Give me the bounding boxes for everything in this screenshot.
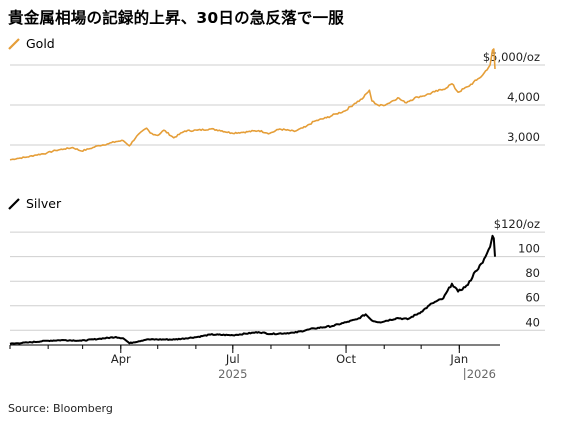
gold-y-tick-label: 3,000 [507,130,540,144]
source-note: Source: Bloomberg [8,402,113,415]
x-tick-label: Jan [449,352,468,366]
gold-series-line [9,48,496,161]
silver-y-tick-label: 60 [525,291,540,305]
gold-panel: 3,000 4,000 $5,000/oz [9,48,545,161]
silver-y-tick-label: $120/oz [494,217,540,231]
x-year-label: 2026 [467,367,496,381]
silver-panel: 40 60 80 100 $120/oz [9,217,545,345]
gold-y-tick-label: 4,000 [507,90,540,104]
x-tick-label: Oct [336,352,356,366]
gold-y-tick-label: $5,000/oz [483,50,540,64]
chart-title: 貴金属相場の記録的上昇、30日の急反落で一服 [8,9,344,27]
x-year-label: 2025 [218,367,247,381]
legend-gold-label: Gold [26,36,55,51]
x-axis: Apr Jul Oct Jan 2025 2026 [9,344,500,381]
legend-silver-label: Silver [26,196,62,211]
legend-silver: Silver [8,196,61,211]
silver-y-tick-label: 80 [525,266,540,280]
x-tick-label: Apr [111,352,131,366]
gold-line-icon [8,37,20,50]
silver-series-line [9,234,496,345]
silver-line-icon [8,197,20,210]
legend-gold: Gold [8,36,55,51]
silver-y-tick-label: 40 [525,315,540,329]
x-tick-label: Jul [225,352,240,366]
silver-y-tick-label: 100 [518,242,540,256]
